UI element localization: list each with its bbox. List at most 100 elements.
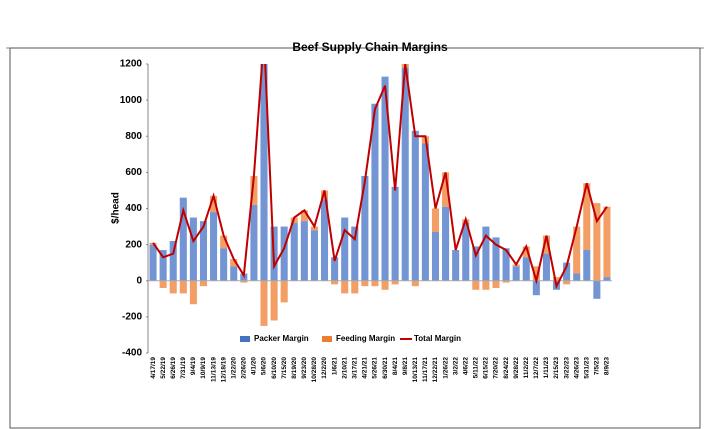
bar — [401, 67, 409, 281]
bar — [250, 204, 258, 281]
x-tick-label: 5/22/19 — [160, 357, 167, 379]
x-tick-label: 1/11/23 — [543, 357, 550, 379]
x-tick-label: 5/26/21 — [372, 357, 379, 379]
y-tick-label: 0 — [136, 275, 142, 286]
x-tick-label: 9/4/19 — [190, 357, 197, 375]
x-tick-label: 5/6/20 — [261, 357, 268, 375]
x-tick-label: 4/1/20 — [251, 357, 258, 375]
bar — [260, 64, 268, 281]
bar — [391, 280, 399, 285]
x-tick-label: 6/30/21 — [382, 357, 389, 379]
legend-label: Total Margin — [414, 334, 461, 343]
x-tick-label: 6/15/22 — [483, 357, 490, 379]
bar — [210, 195, 218, 213]
plot — [148, 64, 612, 326]
bar — [492, 280, 500, 288]
legend-swatch — [240, 336, 250, 342]
bar — [512, 266, 520, 281]
bar — [391, 186, 399, 281]
bar — [260, 280, 268, 326]
bar — [331, 257, 339, 281]
bar — [310, 230, 318, 281]
bar — [452, 250, 460, 281]
bar — [220, 235, 228, 249]
bar — [270, 280, 278, 321]
bar — [240, 280, 248, 283]
x-tick-label: 11/2/22 — [523, 357, 530, 379]
frame — [9, 47, 701, 429]
bar — [431, 231, 440, 281]
bar — [502, 248, 510, 281]
bar — [583, 250, 591, 281]
bar — [381, 280, 389, 290]
x-tick-label: 10/9/19 — [200, 357, 207, 379]
y-tick-label: 200 — [125, 239, 142, 250]
x-tick-label: 1/6/21 — [331, 357, 338, 375]
bar — [361, 280, 369, 287]
bar — [351, 226, 359, 281]
bar — [593, 203, 601, 281]
bar — [573, 226, 581, 274]
x-tick-label: 10/28/20 — [311, 357, 318, 383]
bar — [472, 246, 480, 281]
x-tick-label: 8/19/20 — [291, 357, 298, 379]
x-tick-label: 7/5/23 — [594, 357, 601, 375]
legend-swatch — [322, 336, 332, 342]
x-tick-label: 2/26/20 — [241, 357, 248, 379]
bar — [290, 222, 298, 281]
bar — [331, 280, 339, 285]
x-tick-label: 6/26/19 — [170, 357, 177, 379]
bar — [411, 130, 419, 281]
y-tick-label: 400 — [125, 203, 142, 214]
bar — [199, 280, 208, 287]
bar — [320, 199, 329, 281]
x-tick-label: 6/10/20 — [271, 357, 278, 379]
x-tick-label: 2/15/23 — [553, 357, 560, 379]
x-tick-label: 7/20/22 — [493, 357, 500, 379]
x-tick-label: 12/18/19 — [220, 357, 227, 383]
bar — [532, 280, 540, 296]
x-tick-label: 4/26/23 — [573, 357, 580, 379]
bar — [542, 235, 550, 254]
x-tick-label: 7/31/19 — [180, 357, 187, 379]
legend-label: Packer Margin — [254, 334, 309, 343]
x-tick-label: 9/23/20 — [301, 357, 308, 379]
bar — [563, 262, 571, 281]
bar — [371, 103, 379, 281]
y-tick-label: 600 — [125, 167, 142, 178]
bar — [169, 280, 177, 294]
bar — [159, 280, 167, 288]
bar — [230, 266, 238, 281]
bar — [603, 277, 611, 281]
bar — [351, 280, 359, 294]
bar — [250, 175, 258, 205]
y-tick-label: -200 — [122, 312, 142, 323]
bar — [573, 273, 581, 281]
x-tick-label: 7/15/20 — [281, 357, 288, 379]
bar — [300, 221, 308, 281]
bar — [179, 280, 187, 294]
x-tick-label: 5/31/23 — [584, 357, 591, 379]
bar — [431, 208, 440, 232]
x-tick-label: 1/22/20 — [230, 357, 237, 379]
x-tick-label: 8/9/23 — [604, 357, 611, 375]
bar — [341, 280, 349, 294]
x-tick-label: 2/10/21 — [341, 357, 348, 379]
y-axis-label: $/head — [111, 192, 122, 224]
bar — [411, 280, 419, 287]
x-tick-label: 9/28/22 — [513, 357, 520, 379]
x-tick-label: 8/4/21 — [392, 357, 399, 375]
bar — [563, 280, 571, 285]
chart-title: Beef Supply Chain Margins — [292, 40, 448, 54]
x-tick-label: 11/13/19 — [210, 357, 217, 382]
x-tick-label: 4/6/22 — [462, 357, 469, 375]
bar — [199, 221, 208, 281]
x-tick-label: 3/22/23 — [563, 357, 570, 379]
x-tick-label: 9/8/21 — [402, 357, 409, 375]
x-tick-label: 4/21/21 — [362, 357, 369, 379]
x-tick-label: 3/2/22 — [452, 357, 459, 375]
bar — [220, 248, 228, 281]
bar — [593, 280, 601, 299]
x-tick-label: 12/7/22 — [533, 357, 540, 379]
